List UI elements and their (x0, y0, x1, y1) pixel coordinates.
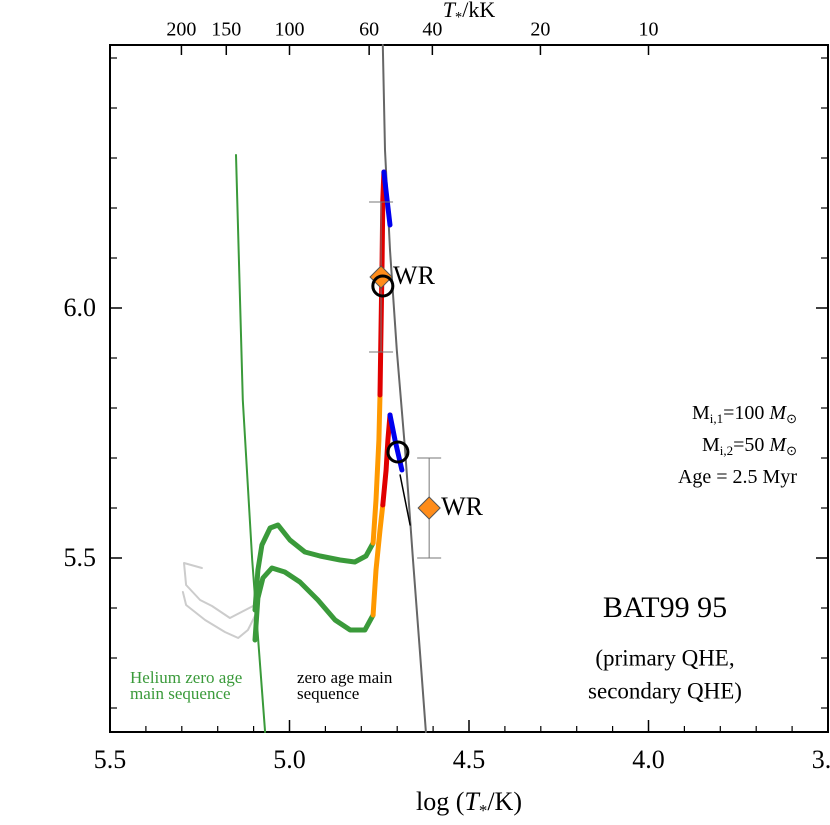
text-part: =100 (723, 402, 769, 424)
top-tick-label: 20 (530, 19, 550, 41)
text-part: * (479, 801, 487, 820)
x-tick-label: 3.5 (812, 745, 830, 774)
top-tick-label: 200 (166, 19, 196, 41)
plot-frame (109, 44, 829, 733)
x-tick-label: 5.0 (273, 745, 306, 774)
text-part: i,1 (710, 411, 723, 426)
chart-title: BAT99 95 (603, 591, 727, 624)
top-tick-label: 100 (275, 19, 305, 41)
text-part: * (455, 10, 462, 26)
text-part: M (692, 402, 710, 424)
track-line (370, 392, 383, 546)
model-parameter: Age = 2.5 Myr (678, 466, 797, 488)
model-parameter: Mi,1=100 M⊙ (692, 402, 797, 426)
track-label: Helium zero age (130, 668, 242, 687)
text-part: /K) (487, 787, 522, 816)
track-label: zero age main (297, 668, 393, 687)
model-parameter: Mi,2=50 M⊙ (702, 434, 797, 458)
text-part: M (768, 402, 787, 424)
text-part: Age = 2.5 Myr (678, 466, 797, 488)
text-part: T (443, 0, 457, 22)
chart-subtitle: secondary QHE) (588, 678, 742, 703)
text-part: M (702, 434, 720, 456)
text-part: ⊙ (786, 443, 797, 458)
model-position (386, 440, 410, 464)
point-label: WR (393, 261, 436, 290)
track-label: sequence (297, 684, 359, 703)
chart-subtitle: (primary QHE, (595, 645, 734, 670)
track-line (381, 44, 427, 733)
track-line (399, 474, 411, 526)
track-line (183, 562, 256, 619)
text-part: i,2 (720, 443, 733, 458)
y-tick-label: 5.5 (64, 543, 97, 572)
text-part: =50 (733, 434, 769, 456)
y-tick-label: 6.0 (64, 293, 97, 322)
track-line (235, 154, 267, 733)
text-part: T (464, 787, 480, 816)
text-part: log ( (416, 787, 464, 816)
top-tick-label: 60 (359, 19, 379, 41)
track-line (252, 522, 376, 613)
track-line (381, 169, 393, 228)
model-position (371, 274, 395, 298)
text-part: M (768, 434, 787, 456)
track-line (380, 412, 393, 508)
x-axis-label: log (T*/K) (416, 787, 522, 820)
track-line (387, 412, 405, 473)
top-tick-label: 40 (422, 19, 442, 41)
observed-star (417, 496, 441, 520)
track-line (370, 502, 386, 618)
x-tick-label: 4.0 (632, 745, 665, 774)
track-label: main sequence (130, 684, 231, 703)
top-axis-label: T*/kK (443, 0, 496, 26)
x-tick-label: 4.5 (453, 745, 486, 774)
top-tick-label: 150 (211, 19, 241, 41)
x-tick-label: 5.5 (94, 745, 127, 774)
top-tick-label: 10 (639, 19, 659, 41)
text-part: ⊙ (786, 411, 797, 426)
text-part: /kK (462, 0, 495, 22)
track-line (252, 565, 376, 643)
track-line (181, 591, 259, 639)
point-label: WR (441, 492, 484, 521)
